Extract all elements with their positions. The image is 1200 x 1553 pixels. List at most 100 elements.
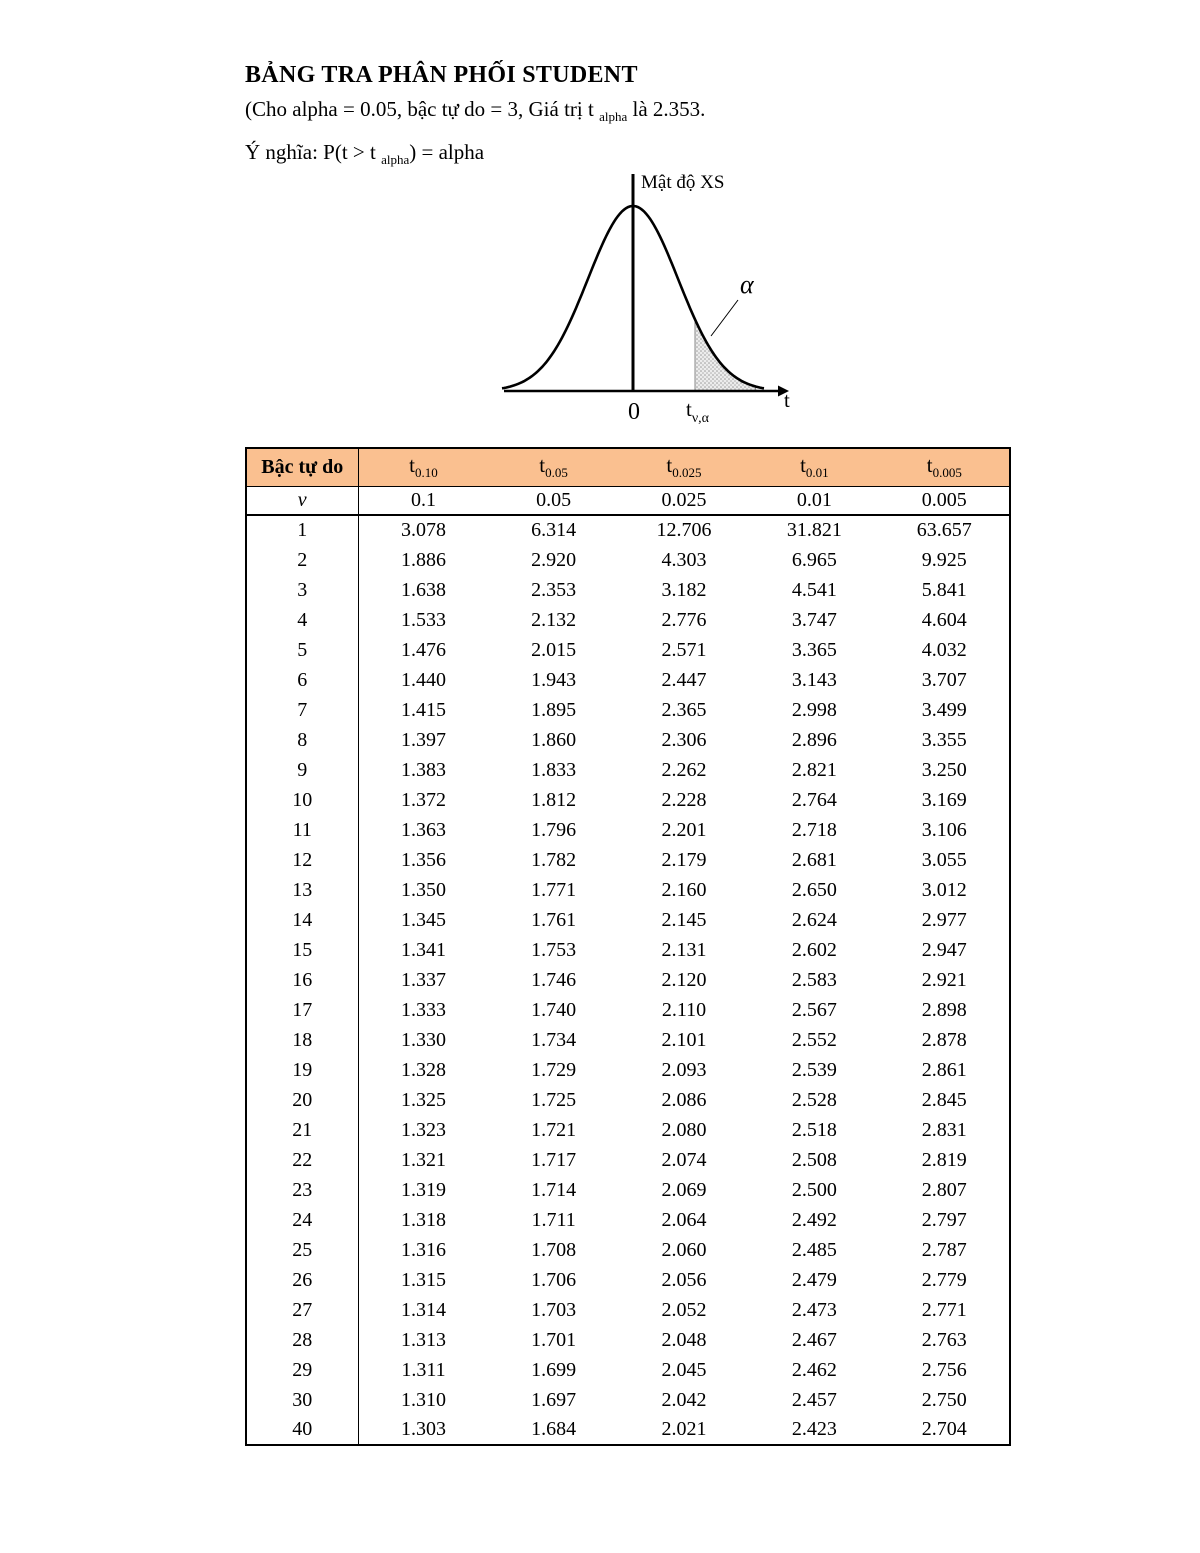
- t-value-cell: 2.131: [661, 938, 707, 961]
- t-distribution-diagram: Mật độ XS α 0 t tν,α: [488, 166, 808, 438]
- t-value-cell: 2.132: [531, 608, 577, 631]
- table-row: 25 1.316 1.708 2.060 2.485 2.787: [246, 1235, 1010, 1265]
- t-value-cell: 1.325: [400, 1088, 446, 1111]
- t-value-cell: 63.657: [916, 519, 972, 541]
- t-value-cell: 3.078: [400, 519, 446, 541]
- t-value-cell: 3.182: [661, 578, 707, 601]
- t-value-cell: 4.541: [791, 578, 837, 601]
- t-value-cell: 1.782: [531, 848, 577, 871]
- t-value-cell: 2.861: [921, 1058, 967, 1081]
- t-value-cell: 2.353: [531, 578, 577, 601]
- t-value-cell: 2.821: [791, 758, 837, 781]
- df-cell: 40: [246, 1415, 359, 1445]
- t-value-cell: 1.701: [531, 1328, 577, 1351]
- density-axis-label: Mật độ XS: [641, 172, 724, 193]
- table-row: 40 1.303 1.684 2.021 2.423 2.704: [246, 1415, 1010, 1445]
- t-value-cell: 4.032: [921, 638, 967, 661]
- t-column-header: t0.10: [358, 448, 489, 487]
- alpha-value-cell: 0.005: [879, 486, 1010, 516]
- df-cell: 19: [246, 1055, 359, 1085]
- t-value-cell: 2.110: [661, 998, 707, 1021]
- df-cell: 29: [246, 1355, 359, 1385]
- t-value-cell: 1.860: [531, 728, 577, 751]
- table-row: 9 1.383 1.833 2.262 2.821 3.250: [246, 755, 1010, 785]
- t-value-cell: 2.052: [661, 1298, 707, 1321]
- t-value-cell: 2.845: [921, 1088, 967, 1111]
- subtitle-1-pre: (Cho alpha = 0.05, bậc tự do = 3, Giá tr…: [245, 97, 600, 121]
- t-value-cell: 1.796: [531, 818, 577, 841]
- table-row: 1 3.078 6.314 12.706 31.821 63.657: [246, 515, 1010, 545]
- t-value-cell: 2.947: [921, 938, 967, 961]
- axis-arrowhead-icon: [778, 385, 789, 397]
- t-value-cell: 2.045: [661, 1358, 707, 1381]
- t-value-cell: 2.583: [791, 968, 837, 991]
- df-cell: 5: [246, 635, 359, 665]
- table-row: 22 1.321 1.717 2.074 2.508 2.819: [246, 1145, 1010, 1175]
- df-cell: 10: [246, 785, 359, 815]
- t-value-cell: 3.012: [921, 878, 967, 901]
- table-row: 23 1.319 1.714 2.069 2.500 2.807: [246, 1175, 1010, 1205]
- t-value-cell: 4.303: [661, 548, 707, 571]
- table-row: 7 1.415 1.895 2.365 2.998 3.499: [246, 695, 1010, 725]
- df-cell: 1: [246, 515, 359, 545]
- t-column-header: t0.01: [749, 448, 880, 487]
- t-value-cell: 2.819: [921, 1148, 967, 1171]
- t-value-cell: 2.750: [921, 1388, 967, 1411]
- density-plot: Mật độ XS α 0 t tν,α: [501, 172, 790, 426]
- t-value-cell: 1.363: [400, 818, 446, 841]
- t-value-cell: 2.797: [921, 1208, 967, 1231]
- t-value-cell: 3.365: [791, 638, 837, 661]
- table-row: 11 1.363 1.796 2.201 2.718 3.106: [246, 815, 1010, 845]
- t-value-cell: 1.703: [531, 1298, 577, 1321]
- df-cell: 23: [246, 1175, 359, 1205]
- alpha-value-cell: 0.1: [358, 486, 489, 516]
- t-value-cell: 2.101: [661, 1028, 707, 1051]
- page-title: BẢNG TRA PHÂN PHỐI STUDENT: [245, 62, 638, 88]
- t-value-cell: 2.787: [921, 1238, 967, 1261]
- t-value-cell: 1.383: [400, 758, 446, 781]
- t-value-cell: 1.415: [400, 698, 446, 721]
- t-value-cell: 1.476: [400, 638, 446, 661]
- t-value-cell: 2.998: [791, 698, 837, 721]
- t-value-cell: 1.761: [531, 908, 577, 931]
- df-cell: 22: [246, 1145, 359, 1175]
- subtitle-line-1: (Cho alpha = 0.05, bậc tự do = 3, Giá tr…: [245, 93, 1025, 133]
- t-value-cell: 2.485: [791, 1238, 837, 1261]
- t-value-cell: 1.684: [531, 1418, 577, 1440]
- t-value-cell: 1.833: [531, 758, 577, 781]
- t-value-cell: 2.571: [661, 638, 707, 661]
- t-value-cell: 1.303: [400, 1418, 446, 1440]
- t-value-cell: 1.740: [531, 998, 577, 1021]
- alpha-value-cell: 0.05: [488, 486, 619, 516]
- df-cell: 6: [246, 665, 359, 695]
- t-value-cell: 2.920: [531, 548, 577, 571]
- alpha-symbol: α: [740, 270, 755, 299]
- table-row: 12 1.356 1.782 2.179 2.681 3.055: [246, 845, 1010, 875]
- t-value-cell: 2.064: [661, 1208, 707, 1231]
- t-value-cell: 2.015: [531, 638, 577, 661]
- df-cell: 28: [246, 1325, 359, 1355]
- t-value-cell: 2.262: [661, 758, 707, 781]
- t-value-cell: 1.746: [531, 968, 577, 991]
- t-value-cell: 1.397: [400, 728, 446, 751]
- subtitle-line-2: Ý nghĩa: P(t > t alpha) = alpha: [245, 136, 1025, 176]
- t-value-cell: 1.314: [400, 1298, 446, 1321]
- t-value-cell: 6.965: [791, 548, 837, 571]
- df-cell: 11: [246, 815, 359, 845]
- t-value-cell: 1.318: [400, 1208, 446, 1231]
- t-value-cell: 2.467: [791, 1328, 837, 1351]
- table-row: 27 1.314 1.703 2.052 2.473 2.771: [246, 1295, 1010, 1325]
- t-value-cell: 2.060: [661, 1238, 707, 1261]
- t-value-cell: 1.533: [400, 608, 446, 631]
- t-value-cell: 2.479: [791, 1268, 837, 1291]
- t-value-cell: 2.492: [791, 1208, 837, 1231]
- df-cell: 16: [246, 965, 359, 995]
- t-value-cell: 3.106: [921, 818, 967, 841]
- t-value-cell: 1.886: [400, 548, 446, 571]
- t-value-cell: 1.345: [400, 908, 446, 931]
- alpha-tail-area: [694, 319, 757, 392]
- table-row: 6 1.440 1.943 2.447 3.143 3.707: [246, 665, 1010, 695]
- t-value-cell: 9.925: [921, 548, 967, 571]
- t-value-cell: 2.179: [661, 848, 707, 871]
- table-row: 26 1.315 1.706 2.056 2.479 2.779: [246, 1265, 1010, 1295]
